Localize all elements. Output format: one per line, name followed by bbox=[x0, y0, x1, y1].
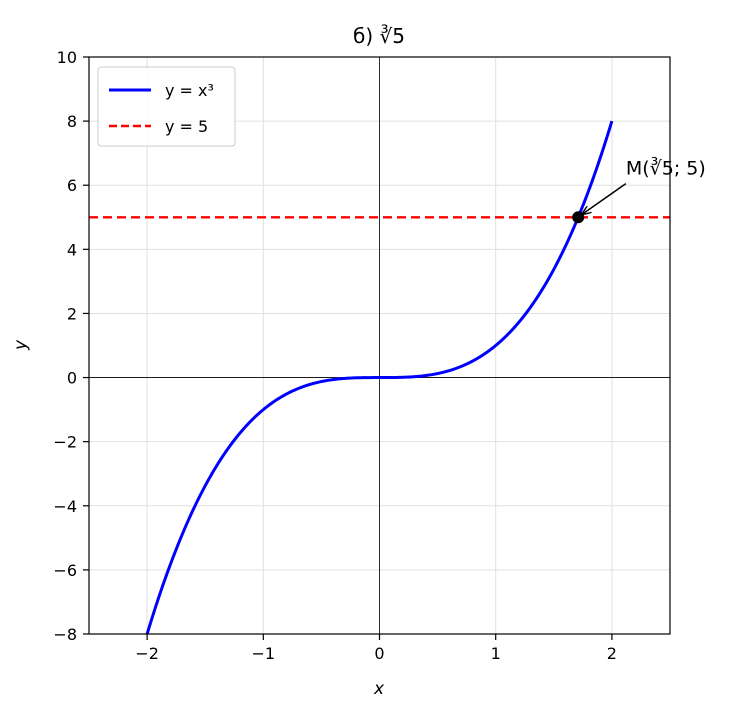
y-tick-label: 10 bbox=[57, 48, 77, 67]
x-tick-label: −1 bbox=[252, 644, 276, 663]
y-tick-label: 2 bbox=[67, 304, 77, 323]
y-tick-label: 8 bbox=[67, 112, 77, 131]
y-tick-label: −6 bbox=[53, 561, 77, 580]
x-tick-label: 2 bbox=[607, 644, 617, 663]
y-tick-label: −4 bbox=[53, 497, 77, 516]
legend: y = x³ y = 5 bbox=[97, 66, 236, 147]
y-axis-label: y bbox=[11, 339, 31, 351]
legend-box bbox=[97, 66, 236, 147]
x-tick-label: 1 bbox=[491, 644, 501, 663]
y-tick-label: 4 bbox=[67, 240, 77, 259]
chart-title: б) ∛5 bbox=[353, 24, 405, 48]
x-tick-label: −2 bbox=[135, 644, 159, 663]
x-axis-label: x bbox=[373, 679, 385, 699]
series-curve-cubic bbox=[145, 120, 614, 634]
legend-label-hline: y = 5 bbox=[165, 117, 208, 136]
y-tick-label: −2 bbox=[53, 433, 77, 452]
legend-label-curve: y = x³ bbox=[165, 81, 214, 100]
y-tick-label: −8 bbox=[53, 625, 77, 644]
ticks: −2 −1 0 1 2 −8 −6 −4 −2 0 2 4 6 8 10 bbox=[53, 48, 617, 663]
intersection-point bbox=[572, 211, 585, 224]
annotation-label: M(∛5; 5) bbox=[626, 157, 706, 180]
x-tick-label: 0 bbox=[374, 644, 384, 663]
annotation-layer: M(∛5; 5) bbox=[572, 157, 706, 224]
y-tick-label: 6 bbox=[67, 176, 77, 195]
annotation-arrow bbox=[582, 182, 627, 215]
y-tick-label: 0 bbox=[67, 369, 77, 388]
